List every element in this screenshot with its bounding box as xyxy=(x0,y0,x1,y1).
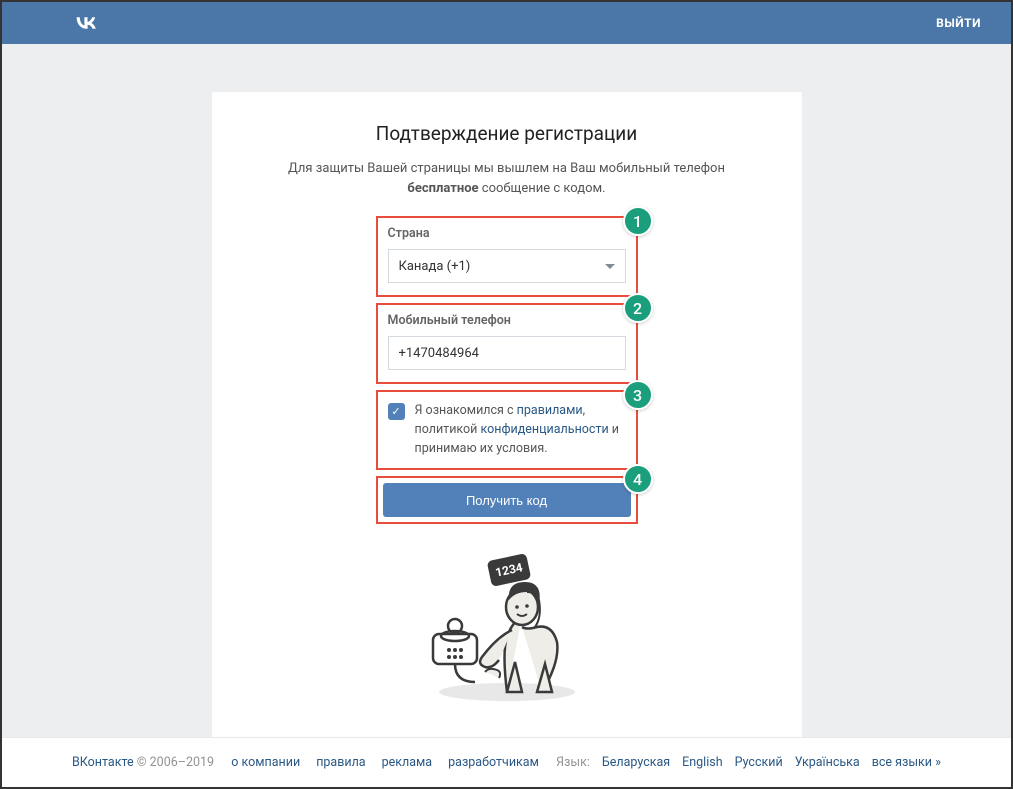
terms-checkbox[interactable]: ✓ xyxy=(388,403,405,420)
subtitle-bold: бесплатное xyxy=(407,181,478,196)
lang-ua[interactable]: Українська xyxy=(795,755,860,770)
registration-card: Подтверждение регистрации Для защиты Ваш… xyxy=(212,92,802,742)
rules-link[interactable]: правилами xyxy=(517,403,583,418)
chevron-down-icon xyxy=(605,264,615,269)
footer-brand[interactable]: ВКонтакте xyxy=(72,755,134,770)
lang-all[interactable]: все языки » xyxy=(872,755,941,770)
logout-link[interactable]: выйти xyxy=(936,16,981,30)
step-badge-2: 2 xyxy=(623,293,653,323)
phone-input[interactable] xyxy=(388,336,626,370)
lang-by[interactable]: Беларуская xyxy=(602,755,670,770)
footer-langs: Язык: Беларуская English Русский Українс… xyxy=(556,755,941,770)
phone-label: Мобильный телефон xyxy=(388,313,626,328)
step-badge-3: 3 xyxy=(623,380,653,410)
vk-logo-icon[interactable] xyxy=(72,13,100,33)
country-label: Страна xyxy=(388,226,626,241)
get-code-button[interactable]: Получить код xyxy=(383,483,631,517)
privacy-link[interactable]: конфиденциальности xyxy=(481,422,609,437)
footer-rules-link[interactable]: правила xyxy=(316,755,365,770)
footer-copyright: ВКонтакте © 2006–2019 xyxy=(72,755,214,770)
form-area: 1 Страна Канада (+1) 2 Мобильный телефон… xyxy=(376,216,638,524)
footer-about-link[interactable]: о компании xyxy=(231,755,300,770)
footer: ВКонтакте © 2006–2019 о компании правила… xyxy=(2,737,1011,787)
submit-block: 4 Получить код xyxy=(376,476,638,524)
lang-ru[interactable]: Русский xyxy=(735,755,783,770)
terms-t1: Я ознакомился с xyxy=(415,403,517,418)
phone-woman-icon: 1234 xyxy=(427,552,587,702)
subtitle-part1: Для защиты Вашей страницы мы вышлем на В… xyxy=(288,161,725,176)
lang-label: Язык: xyxy=(556,755,590,770)
footer-devs-link[interactable]: разработчикам xyxy=(448,755,539,770)
check-icon: ✓ xyxy=(391,406,400,417)
footer-links: о компании правила реклама разработчикам xyxy=(231,755,539,770)
country-select[interactable]: Канада (+1) xyxy=(388,249,626,283)
terms-block: 3 ✓ Я ознакомился с правилами, политикой… xyxy=(376,390,638,470)
card-subtitle: Для защиты Вашей страницы мы вышлем на В… xyxy=(252,159,762,198)
page-body: Подтверждение регистрации Для защиты Ваш… xyxy=(2,44,1011,737)
footer-ads-link[interactable]: реклама xyxy=(382,755,433,770)
country-selected-value: Канада (+1) xyxy=(399,259,471,274)
phone-field-block: 2 Мобильный телефон xyxy=(376,303,638,384)
lang-en[interactable]: English xyxy=(682,755,722,770)
card-title: Подтверждение регистрации xyxy=(252,122,762,145)
country-field-block: 1 Страна Канада (+1) xyxy=(376,216,638,297)
step-badge-1: 1 xyxy=(623,206,653,236)
header-bar: выйти xyxy=(2,2,1011,44)
terms-text: Я ознакомился с правилами, политикой кон… xyxy=(415,402,626,458)
subtitle-part2: сообщение с кодом. xyxy=(479,181,606,196)
app-window: выйти Подтверждение регистрации Для защи… xyxy=(0,0,1013,789)
illustration: 1234 xyxy=(252,552,762,702)
footer-year: © 2006–2019 xyxy=(134,755,214,770)
step-badge-4: 4 xyxy=(623,464,653,494)
